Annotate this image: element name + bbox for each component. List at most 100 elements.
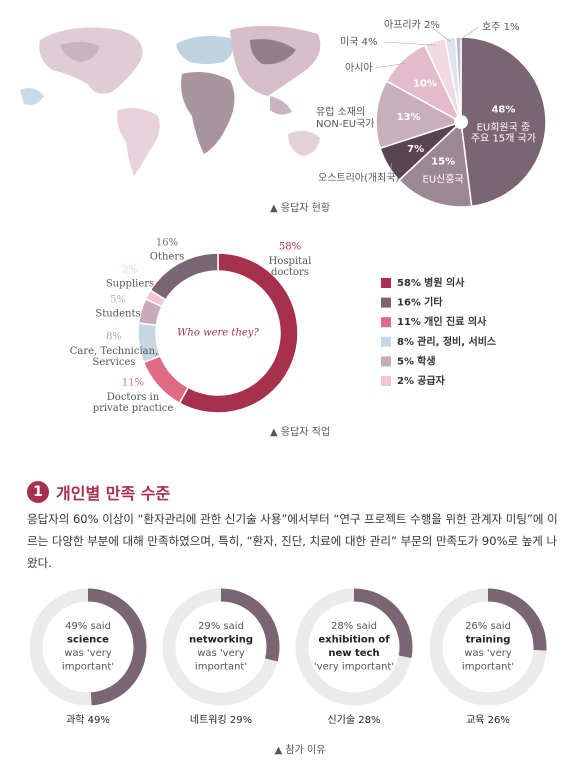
label-part: 병원 의사 bbox=[424, 276, 465, 289]
label-part: 아프리카 bbox=[384, 19, 421, 31]
label: 네트워킹 29% bbox=[190, 713, 252, 726]
progress-arc bbox=[353, 588, 413, 658]
label-part: 16% bbox=[397, 298, 421, 309]
label: 16% 기타 bbox=[397, 296, 443, 309]
slice-name: Doctors in private practice bbox=[93, 392, 174, 414]
slice-value: 15% bbox=[431, 157, 455, 168]
description: training bbox=[466, 635, 511, 646]
label-part: 4% bbox=[362, 37, 378, 48]
description: 29% said bbox=[198, 621, 244, 632]
leader-line bbox=[458, 26, 479, 42]
legend-swatch bbox=[381, 297, 391, 308]
label-part: 8% bbox=[397, 337, 414, 348]
label: 교육 26% bbox=[466, 714, 510, 726]
label-part: 2% bbox=[424, 20, 440, 31]
label-part: 교육 bbox=[466, 714, 484, 726]
label-part: 29% bbox=[230, 715, 252, 726]
label-part: 49% bbox=[88, 715, 110, 726]
description: was 'very bbox=[64, 648, 112, 659]
label-part: 공급자 bbox=[417, 374, 445, 387]
label-part: 기타 bbox=[424, 296, 443, 309]
center-text: Who were they? bbox=[177, 328, 259, 339]
slice-value: 16% bbox=[156, 238, 178, 249]
slice-value: 11% bbox=[122, 378, 144, 389]
leader-line bbox=[374, 62, 406, 69]
label-part: 네트워킹 bbox=[190, 713, 227, 726]
label-part: 미국 bbox=[340, 36, 358, 48]
slice-name: Hospital doctors bbox=[269, 256, 312, 278]
caption: ▲ 응답자 현황 bbox=[270, 202, 330, 214]
caption: ▲ 참가 이유 bbox=[275, 744, 326, 756]
label-part: 1% bbox=[504, 22, 520, 33]
slice-name: 오스트리아(개최국) bbox=[318, 172, 400, 184]
label-part: 개인 진료 의사 bbox=[424, 315, 487, 328]
slice-name: Others bbox=[150, 252, 185, 263]
description: was 'very bbox=[197, 648, 245, 659]
caption: ▲ 응답자 직업 bbox=[270, 425, 330, 438]
section-heading: 개인별 만족 수준 bbox=[56, 484, 171, 503]
donut-slice bbox=[137, 322, 162, 364]
pie-slice bbox=[375, 80, 463, 150]
label: 호주 1% bbox=[482, 21, 519, 33]
section-body: 응답자의 60% 이상이 “환자관리에 관한 신기술 사용”에서부터 “연구 프… bbox=[27, 512, 558, 570]
label-part: 과학 bbox=[66, 714, 84, 726]
slice-value: 58% bbox=[279, 242, 301, 253]
label: 미국 4% bbox=[340, 36, 377, 48]
center-dot bbox=[454, 115, 468, 129]
label: 2% 공급자 bbox=[397, 374, 446, 387]
pie-slice bbox=[397, 120, 473, 208]
label-part: 호주 bbox=[482, 21, 500, 33]
slice-value: 48% bbox=[491, 104, 515, 115]
slice-name: EU신흥국 bbox=[423, 173, 464, 186]
legend-swatch bbox=[381, 356, 391, 367]
label: 아프리카 2% bbox=[384, 19, 440, 31]
label-part: 28% bbox=[358, 715, 380, 726]
slice-name: Care, Technician, Services bbox=[70, 346, 159, 368]
label-part: 관리, 정비, 서비스 bbox=[417, 335, 496, 348]
legend-swatch bbox=[381, 317, 391, 328]
slice-value: 10% bbox=[413, 79, 437, 90]
slice-value: 13% bbox=[397, 112, 421, 123]
section-number: 1 bbox=[27, 481, 49, 503]
slice-value: 8% bbox=[106, 332, 122, 343]
legend-swatch bbox=[381, 278, 391, 288]
legend-swatch bbox=[381, 376, 391, 386]
description: 'very important' bbox=[314, 662, 394, 673]
pie-slice bbox=[460, 36, 547, 208]
legend-swatch bbox=[381, 336, 391, 347]
label: 신기술 28% bbox=[327, 714, 380, 726]
label: 5% 학생 bbox=[397, 354, 436, 367]
label-part: 58% bbox=[397, 278, 421, 289]
description: was 'very bbox=[464, 648, 512, 659]
label-part: 2% bbox=[397, 376, 414, 387]
description: 26% said bbox=[465, 621, 511, 632]
donut-slice bbox=[149, 252, 219, 301]
label: 58% 병원 의사 bbox=[397, 276, 465, 289]
progress-arc bbox=[220, 588, 280, 662]
slice-value: 7% bbox=[407, 144, 424, 155]
donut-slice bbox=[178, 252, 299, 414]
description: 28% said bbox=[331, 621, 377, 632]
slice-value: 5% bbox=[110, 295, 126, 306]
slice-name: Suppliers bbox=[106, 279, 154, 290]
description: important' bbox=[462, 662, 514, 673]
description: important' bbox=[195, 662, 247, 673]
label: 과학 49% bbox=[66, 714, 110, 726]
label-part: 신기술 bbox=[327, 714, 355, 726]
slice-name: 아시아 bbox=[345, 62, 373, 74]
description: important' bbox=[62, 662, 114, 673]
slice-name: 유럽 소재의 NON-EU국가 bbox=[316, 106, 374, 130]
slice-name: Students bbox=[95, 309, 140, 320]
slice-value: 2% bbox=[122, 265, 138, 276]
progress-arc bbox=[87, 588, 147, 706]
leader-line bbox=[377, 114, 381, 125]
pie-slice bbox=[454, 36, 462, 123]
description: new tech bbox=[328, 648, 379, 659]
description: 49% said bbox=[65, 621, 111, 632]
label: 11% 개인 진료 의사 bbox=[397, 315, 487, 328]
label: 8% 관리, 정비, 서비스 bbox=[397, 335, 496, 348]
leader-line bbox=[383, 41, 437, 46]
leader-line bbox=[427, 24, 452, 43]
